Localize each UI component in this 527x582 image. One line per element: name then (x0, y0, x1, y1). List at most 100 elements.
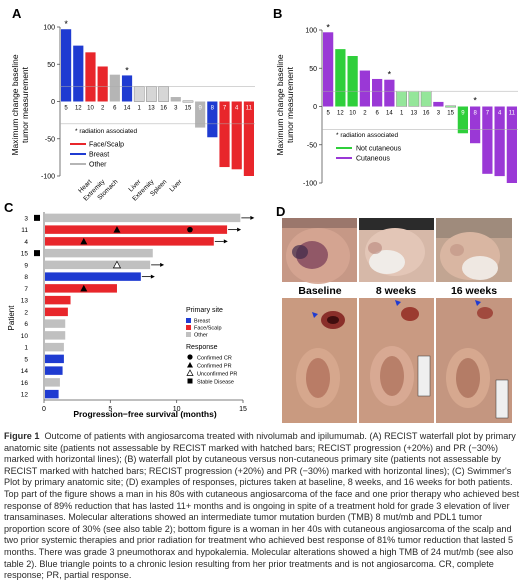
bar-label-patient-12: 12 (337, 111, 344, 117)
bar-label-patient-8: 8 (211, 106, 215, 112)
x-tick-label-c: 5 (108, 406, 112, 413)
patient-label-7: 7 (24, 286, 28, 293)
y-tick-label: 0 (51, 99, 55, 106)
bar-patient-1 (396, 90, 407, 107)
bar-label-patient-13: 13 (148, 106, 155, 112)
bar-patient-6 (372, 78, 383, 107)
swimmer-bar-patient-16 (45, 378, 60, 387)
patient-label-6: 6 (24, 321, 28, 328)
bar-label-patient-3: 3 (437, 111, 441, 117)
panel-b-plot: 100 50 0 -50 -100 5 * 12 10 2 6 14 * 1 13 16 3 15 9 8 * 7 4 11 (303, 22, 518, 188)
panel-c-xlabel: Progression−free survival (months) (73, 409, 217, 419)
bar-label-patient-2: 2 (101, 106, 105, 112)
legend-sd-glyph (187, 378, 193, 384)
panel-a-ylabel-2: tumor measurement (20, 66, 30, 143)
x-tick-label-c: 15 (239, 406, 247, 413)
legend-response-label-1: Confirmed PR (197, 364, 232, 370)
bar-patient-8 (470, 106, 481, 144)
bar-label-patient-4: 4 (498, 111, 502, 117)
legend-primary-site-title: Primary site (186, 307, 223, 314)
bar-label-patient-1: 1 (138, 106, 142, 112)
legend-pr-glyph (187, 362, 193, 368)
photo-label-8weeks: 8 weeks (376, 285, 416, 297)
bar-label-patient-15: 15 (447, 111, 454, 117)
panel-b-annotation: * radiation associated (336, 132, 399, 139)
figure-caption: Figure 1 Outcome of patients with angios… (4, 431, 522, 582)
patient-label-16: 16 (21, 380, 29, 387)
bar-patient-16 (420, 90, 432, 107)
bar-patient-5 (61, 29, 72, 102)
swimmer-bar-patient-12 (45, 389, 59, 399)
x-tick-label-c: 10 (173, 406, 181, 413)
swimmer-bar-patient-1 (45, 342, 64, 352)
photo-label-16weeks: 16 weeks (451, 285, 497, 297)
ongoing-arrowhead-9 (160, 262, 165, 267)
bar-label-patient-5: 5 (326, 111, 330, 117)
bar-patient-3 (170, 97, 181, 102)
legend-primary-label-0: Breast (194, 319, 210, 325)
panel-b-ylabel-1: Maximum change baseline (275, 54, 285, 155)
swimmer-bar-patient-9 (45, 260, 151, 270)
legend-label-2: Other (89, 162, 107, 169)
bar-label-patient-11: 11 (509, 111, 516, 117)
bar-label-patient-13: 13 (411, 111, 418, 117)
panel-a-letter: A (12, 6, 22, 21)
y-tick-label: -50 (307, 142, 317, 149)
panel-a-annotation: * radiation associated (75, 128, 138, 135)
swimmer-bar-patient-6 (45, 319, 66, 328)
legend-cr-glyph (187, 354, 193, 360)
radiation-asterisk: * (388, 70, 392, 80)
panel-b-legend: Not cutaneous Cutaneous (336, 146, 402, 163)
y-tick-label: 0 (313, 104, 317, 111)
legend-primary-label-2: Other (194, 333, 208, 339)
bar-patient-9 (195, 101, 206, 128)
patient-label-8: 8 (24, 274, 28, 281)
caption-title: Figure 1 (4, 431, 40, 441)
unconfirmed-pr-marker (112, 260, 122, 269)
legend-upr-glyph (186, 369, 194, 376)
patient-label-5: 5 (24, 356, 28, 363)
swimmer-bar-patient-5 (45, 354, 64, 364)
patient-label-10: 10 (21, 333, 29, 340)
bar-label-patient-12: 12 (75, 106, 82, 112)
bar-patient-15 (182, 100, 194, 103)
bar-patient-14 (384, 79, 395, 107)
radiation-asterisk: * (326, 22, 330, 32)
legend-primary-swatch-1 (186, 325, 191, 330)
patient-label-15: 15 (21, 251, 29, 258)
bar-patient-11 (506, 106, 517, 183)
patient-label-3: 3 (24, 215, 28, 222)
radiation-asterisk: * (473, 96, 477, 106)
bar-label-patient-1: 1 (400, 111, 404, 117)
bar-patient-9 (457, 106, 468, 134)
patient-label-12: 12 (21, 392, 29, 399)
panel-b-letter: B (273, 6, 282, 21)
bar-label-patient-6: 6 (375, 111, 379, 117)
bar-label-patient-10: 10 (349, 111, 356, 117)
y-tick-label: 100 (305, 28, 317, 35)
bar-patient-3 (433, 101, 444, 107)
swimmer-bar-patient-14 (45, 366, 63, 375)
figure-canvas: A Maximum change baseline tumor measurem… (4, 6, 518, 423)
panel-c-ylabel: Patient (7, 305, 16, 331)
swimmer-bar-patient-3 (45, 213, 241, 223)
confirmed-pr-marker (80, 284, 88, 292)
bar-label-patient-5: 5 (64, 106, 68, 112)
bar-label-patient-7: 7 (223, 106, 227, 112)
y-tick-label: -100 (41, 174, 55, 181)
stable-disease-marker-3 (34, 214, 40, 221)
swimmer-bar-patient-10 (45, 331, 66, 340)
legend-response-title: Response (186, 344, 218, 351)
panel-a-plot: 100 50 0 -50 -100 5 * 12 10 2 6 14 * 1 13 16 3 15 9 8 7 4 11 (41, 19, 255, 181)
ongoing-arrowhead-11 (237, 227, 242, 232)
bar-patient-8 (207, 101, 218, 138)
bar-patient-12 (335, 49, 346, 107)
y-tick-label: 100 (43, 25, 55, 32)
confirmed-cr-marker (187, 226, 193, 233)
panel-a-ylabel-1: Maximum change baseline (10, 54, 20, 155)
legend-primary-swatch-2 (186, 332, 191, 337)
panel-a-legend: Face/Scalp Breast Other (70, 142, 124, 169)
